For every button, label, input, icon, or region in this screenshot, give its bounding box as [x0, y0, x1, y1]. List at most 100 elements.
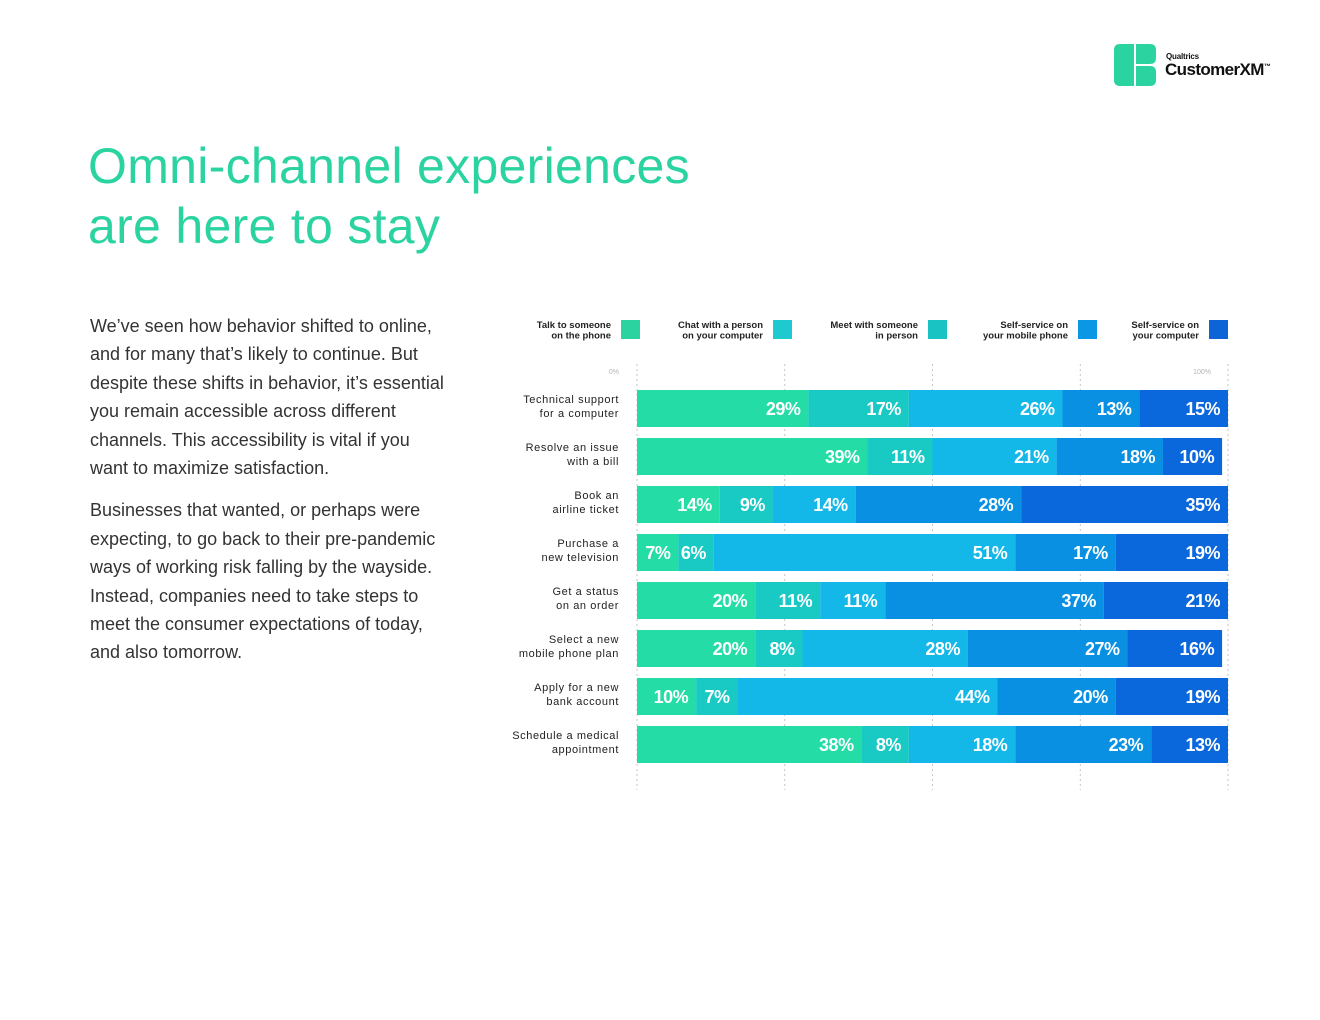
bar-segment: [1162, 438, 1223, 475]
category-label: Apply for a new: [534, 682, 619, 694]
data-label: 18%: [1120, 447, 1155, 467]
legend-label: Chat with a person: [678, 320, 763, 331]
bar-segment: [997, 678, 1116, 715]
data-label: 10%: [654, 687, 689, 707]
category-label: mobile phone plan: [519, 648, 619, 660]
bar-segment: [808, 390, 909, 427]
data-label: 10%: [1180, 447, 1215, 467]
bar-segment: [637, 726, 862, 763]
bar-segment: [1127, 630, 1223, 667]
page-title: Omni-channel experiences are here to sta…: [88, 136, 690, 256]
body-paragraph-2: Businesses that wanted, or perhaps were …: [90, 500, 436, 663]
data-label: 39%: [825, 447, 860, 467]
bar-segment: [772, 486, 856, 523]
data-label: 13%: [1097, 399, 1132, 419]
body-paragraph-1: We’ve seen how behavior shifted to onlin…: [90, 316, 444, 479]
data-label: 20%: [713, 591, 748, 611]
legend-swatch: [621, 320, 640, 339]
data-label: 27%: [1085, 639, 1120, 659]
legend-label: your mobile phone: [983, 331, 1068, 342]
data-label: 26%: [1020, 399, 1055, 419]
bar-segment: [867, 438, 933, 475]
data-label: 16%: [1180, 639, 1215, 659]
page-title-line-1: Omni-channel experiences: [88, 138, 690, 194]
tick-label-end: 100%: [1193, 369, 1211, 376]
data-label: 9%: [740, 495, 766, 515]
bar-segment: [637, 438, 868, 475]
data-label: 7%: [704, 687, 730, 707]
bar-segment: [637, 486, 720, 523]
data-label: 37%: [1061, 591, 1096, 611]
data-label: 19%: [1185, 687, 1220, 707]
bar-segment: [1139, 390, 1228, 427]
page-title-line-2: are here to stay: [88, 198, 441, 254]
body-text: We’ve seen how behavior shifted to onlin…: [90, 312, 450, 681]
bar-segment: [1015, 534, 1116, 571]
bar-segment: [637, 678, 697, 715]
bar-segment: [737, 678, 998, 715]
category-label: Book an: [574, 490, 619, 502]
category-label: airline ticket: [553, 504, 619, 516]
legend-label: Self-service on: [1131, 320, 1199, 331]
bar-segment: [885, 582, 1104, 619]
legend-label: on your computer: [682, 331, 763, 342]
data-label: 21%: [1014, 447, 1049, 467]
data-label: 14%: [677, 495, 712, 515]
category-label: new television: [542, 552, 620, 564]
category-label: Purchase a: [557, 538, 619, 550]
data-label: 11%: [891, 447, 925, 467]
bar-segment: [908, 726, 1016, 763]
bar-segment: [1056, 438, 1163, 475]
bar-segment: [1062, 390, 1140, 427]
bar-segment: [755, 630, 803, 667]
category-label: Get a status: [552, 586, 619, 598]
data-label: 17%: [1073, 543, 1108, 563]
data-label: 23%: [1109, 735, 1144, 755]
bar-segment: [1021, 486, 1228, 523]
bar-segment: [637, 534, 679, 571]
category-label: on an order: [556, 600, 619, 612]
data-label: 20%: [1073, 687, 1108, 707]
category-label: Technical support: [523, 394, 619, 406]
bar-segment: [1115, 534, 1228, 571]
legend-label: your computer: [1132, 331, 1199, 342]
bar-segment: [967, 630, 1128, 667]
bar-segment: [1115, 678, 1228, 715]
legend-swatch: [773, 320, 792, 339]
data-label: 11%: [779, 591, 813, 611]
data-label: 14%: [813, 495, 848, 515]
data-label: 8%: [876, 735, 902, 755]
data-label: 13%: [1185, 735, 1220, 755]
category-label: appointment: [552, 744, 619, 756]
data-label: 15%: [1185, 399, 1220, 419]
data-label: 20%: [713, 639, 748, 659]
data-label: 11%: [844, 591, 878, 611]
customerxm-logo-icon: [1114, 44, 1156, 86]
bar-segment: [719, 486, 773, 523]
legend-label: Talk to someone: [537, 320, 611, 331]
bar-segment: [713, 534, 1016, 571]
bar-segment: [755, 582, 821, 619]
category-label: Select a new: [549, 634, 619, 646]
legend-swatch: [1209, 320, 1228, 339]
bar-segment: [908, 390, 1063, 427]
data-label: 17%: [866, 399, 901, 419]
bar-segment: [637, 390, 809, 427]
data-label: 7%: [645, 543, 671, 563]
data-label: 29%: [766, 399, 801, 419]
bar-segment: [820, 582, 886, 619]
bar-segment: [802, 630, 968, 667]
data-label: 35%: [1185, 495, 1220, 515]
data-label: 19%: [1185, 543, 1220, 563]
category-label: Schedule a medical: [512, 730, 619, 742]
legend-label: on the phone: [551, 331, 611, 342]
bar-segment: [696, 678, 738, 715]
category-label: with a bill: [566, 456, 619, 468]
bar-segment: [855, 486, 1022, 523]
brand-logo: Qualtrics CustomerXM™: [1114, 44, 1284, 88]
legend-label: Self-service on: [1000, 320, 1068, 331]
bar-segment: [861, 726, 909, 763]
bar-segment: [1151, 726, 1228, 763]
data-label: 28%: [979, 495, 1014, 515]
